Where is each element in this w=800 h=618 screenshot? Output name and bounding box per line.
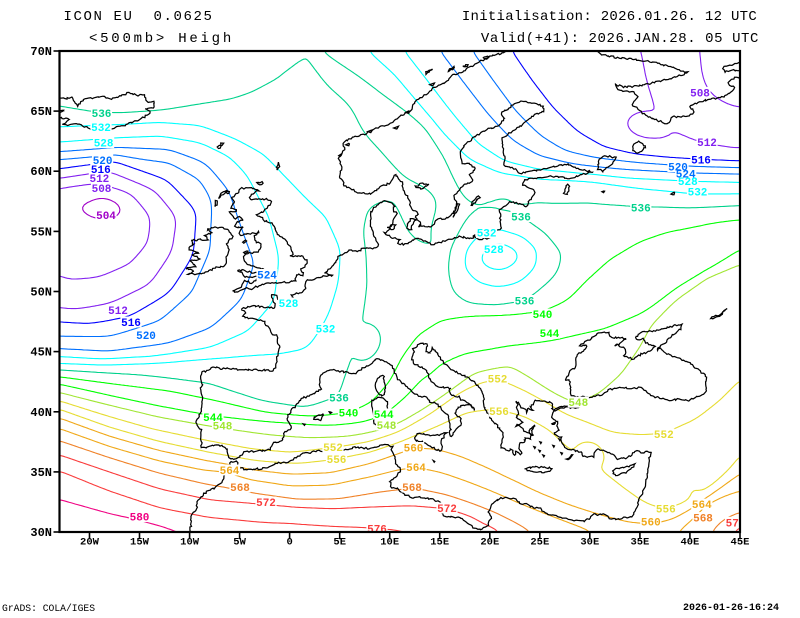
svg-text:40N: 40N xyxy=(30,406,52,420)
svg-text:528: 528 xyxy=(484,245,504,257)
svg-text:45N: 45N xyxy=(30,346,52,360)
svg-text:560: 560 xyxy=(404,444,424,456)
svg-text:556: 556 xyxy=(327,455,347,467)
svg-text:30E: 30E xyxy=(580,537,599,549)
svg-text:65N: 65N xyxy=(30,105,52,119)
svg-text:552: 552 xyxy=(323,443,343,455)
svg-text:520: 520 xyxy=(93,156,113,168)
svg-text:40E: 40E xyxy=(680,537,699,549)
svg-text:516: 516 xyxy=(91,165,111,177)
svg-text:552: 552 xyxy=(488,374,508,386)
svg-text:532: 532 xyxy=(316,325,336,337)
svg-text:5W: 5W xyxy=(233,537,246,549)
svg-text:10W: 10W xyxy=(180,537,200,549)
svg-text:548: 548 xyxy=(568,398,588,410)
svg-text:532: 532 xyxy=(91,123,111,135)
svg-text:15W: 15W xyxy=(130,537,150,549)
svg-text:5E: 5E xyxy=(333,537,346,549)
svg-text:556: 556 xyxy=(656,505,676,517)
svg-text:552: 552 xyxy=(654,430,674,442)
svg-text:580: 580 xyxy=(130,513,150,525)
svg-text:30N: 30N xyxy=(30,526,52,540)
svg-text:512: 512 xyxy=(697,138,717,150)
svg-text:528: 528 xyxy=(678,177,698,189)
svg-text:512: 512 xyxy=(89,174,109,186)
svg-text:516: 516 xyxy=(691,156,711,168)
svg-text:20E: 20E xyxy=(480,537,499,549)
svg-text:564: 564 xyxy=(692,500,712,512)
svg-text:45E: 45E xyxy=(731,537,750,549)
svg-text:544: 544 xyxy=(203,413,223,425)
svg-text:0: 0 xyxy=(286,537,292,549)
svg-text:544: 544 xyxy=(540,329,560,341)
svg-text:60N: 60N xyxy=(30,165,52,179)
svg-text:50N: 50N xyxy=(30,286,52,300)
svg-text:564: 564 xyxy=(406,463,426,475)
svg-text:540: 540 xyxy=(339,409,359,421)
svg-text:548: 548 xyxy=(377,421,397,433)
svg-text:508: 508 xyxy=(690,88,710,100)
svg-text:568: 568 xyxy=(230,483,250,495)
svg-text:55N: 55N xyxy=(30,225,52,239)
svg-text:548: 548 xyxy=(213,422,233,434)
svg-text:536: 536 xyxy=(631,204,651,216)
svg-text:520: 520 xyxy=(668,163,688,175)
svg-text:540: 540 xyxy=(533,310,553,322)
svg-text:564: 564 xyxy=(220,466,240,478)
svg-text:25E: 25E xyxy=(530,537,549,549)
svg-text:536: 536 xyxy=(515,297,535,309)
svg-text:536: 536 xyxy=(92,109,112,121)
svg-text:544: 544 xyxy=(374,410,394,422)
svg-text:532: 532 xyxy=(477,229,497,241)
svg-text:536: 536 xyxy=(511,213,531,225)
svg-text:516: 516 xyxy=(121,318,141,330)
svg-text:10E: 10E xyxy=(380,537,399,549)
svg-text:512: 512 xyxy=(108,306,128,318)
svg-text:35N: 35N xyxy=(30,466,52,480)
svg-text:556: 556 xyxy=(489,407,509,419)
svg-text:536: 536 xyxy=(329,394,349,406)
svg-text:524: 524 xyxy=(676,170,696,182)
svg-text:520: 520 xyxy=(136,331,156,343)
svg-text:532: 532 xyxy=(688,188,708,200)
svg-text:508: 508 xyxy=(92,184,112,196)
svg-text:572: 572 xyxy=(726,518,746,530)
svg-text:568: 568 xyxy=(693,514,713,526)
svg-text:20W: 20W xyxy=(80,537,100,549)
svg-text:576: 576 xyxy=(367,525,387,537)
svg-text:560: 560 xyxy=(641,518,661,530)
svg-text:528: 528 xyxy=(94,139,114,151)
svg-text:15E: 15E xyxy=(430,537,449,549)
svg-text:572: 572 xyxy=(437,504,457,516)
svg-text:524: 524 xyxy=(257,271,277,283)
svg-text:35E: 35E xyxy=(630,537,649,549)
svg-text:504: 504 xyxy=(96,211,116,223)
svg-text:568: 568 xyxy=(402,483,422,495)
svg-text:70N: 70N xyxy=(30,45,52,59)
svg-text:528: 528 xyxy=(279,299,299,311)
svg-text:572: 572 xyxy=(256,498,276,510)
